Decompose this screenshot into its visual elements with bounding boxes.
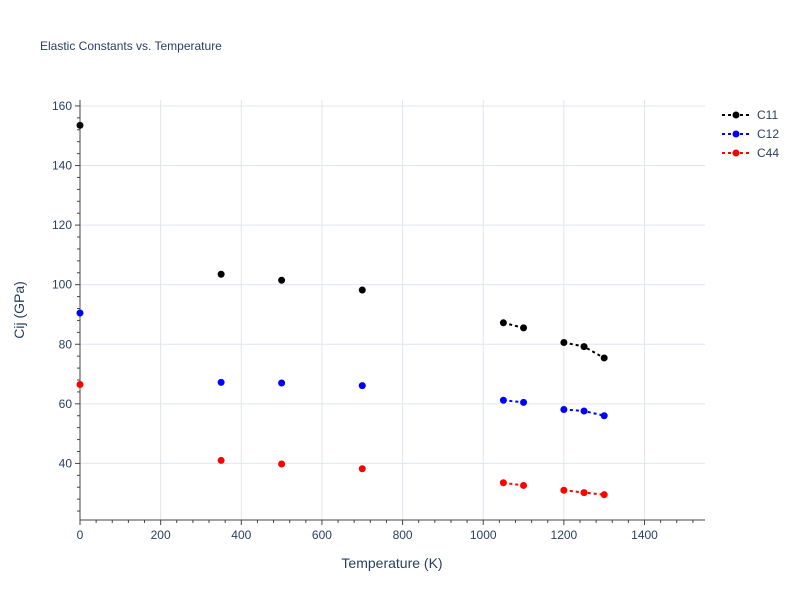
data-point <box>520 324 528 332</box>
x-tick-label: 1000 <box>470 528 497 542</box>
data-point <box>499 396 507 404</box>
legend-item-c12[interactable]: C12 <box>722 127 779 141</box>
legend-item-c44[interactable]: C44 <box>722 146 779 160</box>
series-c11 <box>76 121 608 362</box>
data-point <box>278 460 286 468</box>
data-point <box>217 378 225 386</box>
data-point <box>580 343 588 351</box>
y-tick-label: 100 <box>52 278 72 292</box>
data-point <box>278 276 286 284</box>
data-point <box>600 491 608 499</box>
legend-label: C12 <box>757 127 779 141</box>
data-point <box>560 486 568 494</box>
y-axis-label: Cij (GPa) <box>11 281 27 339</box>
data-point <box>358 382 366 390</box>
data-point <box>76 121 84 129</box>
data-point <box>278 379 286 387</box>
data-point <box>520 481 528 489</box>
data-point <box>76 380 84 388</box>
series-c12 <box>76 309 608 420</box>
legend-item-c11[interactable]: C11 <box>722 108 778 122</box>
y-tick-label: 160 <box>52 99 72 113</box>
data-point <box>600 412 608 420</box>
data-point <box>358 465 366 473</box>
data-point <box>358 286 366 294</box>
data-point <box>217 270 225 278</box>
chart-title: Elastic Constants vs. Temperature <box>40 39 222 53</box>
data-point <box>600 354 608 362</box>
y-tick-label: 120 <box>52 218 72 232</box>
x-tick-label: 200 <box>151 528 171 542</box>
series-layer <box>76 121 608 499</box>
data-point <box>76 309 84 317</box>
data-point <box>499 319 507 327</box>
x-tick-label: 1200 <box>551 528 578 542</box>
y-tick-label: 140 <box>52 159 72 173</box>
data-point <box>217 456 225 464</box>
y-tick-label: 80 <box>59 337 73 351</box>
x-tick-label: 400 <box>231 528 251 542</box>
data-point <box>560 405 568 413</box>
data-point <box>520 398 528 406</box>
legend-label: C44 <box>757 146 779 160</box>
legend[interactable]: C11 C12 C44 <box>722 108 779 160</box>
legend-label: C11 <box>757 108 778 122</box>
x-tick-label: 800 <box>393 528 413 542</box>
legend-marker <box>732 149 740 157</box>
y-tick-label: 60 <box>59 397 73 411</box>
x-tick-label: 0 <box>77 528 84 542</box>
data-point <box>499 479 507 487</box>
gridlines <box>79 100 705 520</box>
x-tick-label: 1400 <box>631 528 658 542</box>
x-tick-label: 600 <box>312 528 332 542</box>
data-point <box>580 489 588 497</box>
series-c44 <box>76 380 608 499</box>
data-point <box>560 338 568 346</box>
legend-marker <box>732 111 740 119</box>
x-axis-label: Temperature (K) <box>341 555 442 571</box>
legend-marker <box>732 130 740 138</box>
data-point <box>580 407 588 415</box>
y-tick-label: 40 <box>59 456 73 470</box>
